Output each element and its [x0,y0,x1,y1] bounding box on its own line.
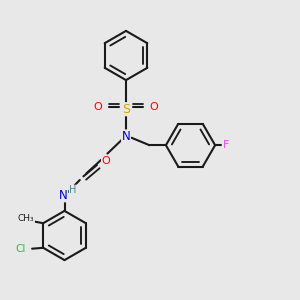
Text: O: O [94,102,103,112]
Text: N: N [122,130,130,143]
Text: O: O [101,155,110,166]
Text: N: N [58,189,68,202]
Text: Cl: Cl [16,244,26,254]
Text: O: O [149,102,158,112]
Text: H: H [69,185,76,195]
Text: S: S [122,103,130,116]
Text: F: F [223,140,230,150]
Text: CH₃: CH₃ [18,214,34,223]
